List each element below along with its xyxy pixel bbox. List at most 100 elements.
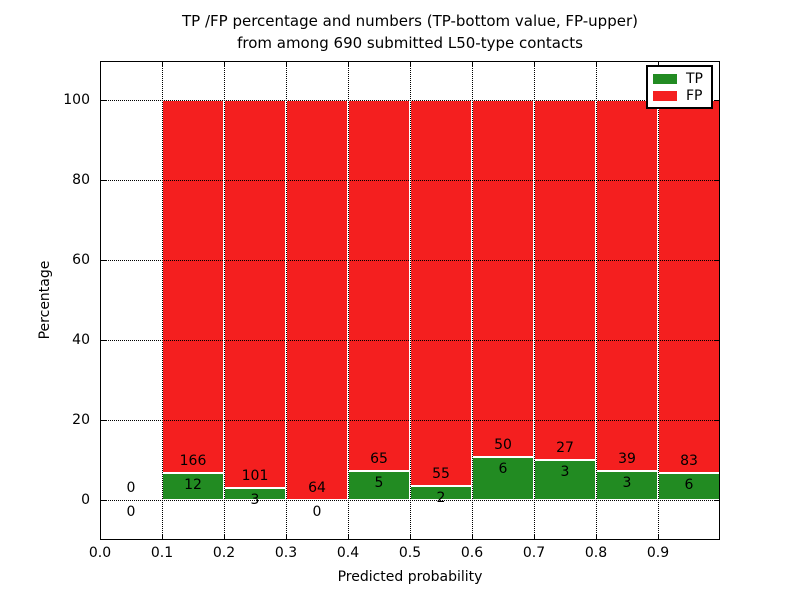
- x-tick-mark: [534, 534, 535, 539]
- y-tick-label: 40: [72, 332, 90, 348]
- bar-segment-fp: [410, 100, 472, 486]
- fp-count-label: 65: [370, 451, 388, 468]
- x-tick-mark: [472, 534, 473, 539]
- tp-count-label: 3: [250, 492, 260, 509]
- x-tick-mark-top: [162, 62, 163, 67]
- fp-count-label: 39: [618, 451, 636, 468]
- fp-count-label: 0: [126, 480, 136, 496]
- fp-count-label: 83: [680, 453, 698, 470]
- x-tick-label: 0.7: [522, 545, 546, 561]
- bar-segment-fp: [534, 100, 596, 460]
- vertical-gridline: [596, 62, 597, 539]
- chart-title-line1: TP /FP percentage and numbers (TP-bottom…: [182, 12, 638, 30]
- x-tick-mark: [286, 534, 287, 539]
- vertical-gridline: [162, 62, 163, 539]
- x-tick-label: 0.9: [646, 545, 670, 561]
- fp-count-label: 27: [556, 440, 574, 456]
- y-tick-mark-right: [714, 420, 719, 421]
- y-tick-label: 100: [63, 92, 90, 108]
- y-tick-label: 20: [72, 412, 90, 428]
- y-tick-mark-right: [714, 260, 719, 261]
- vertical-gridline: [286, 62, 287, 539]
- vertical-gridline: [348, 62, 349, 539]
- x-tick-mark: [162, 534, 163, 539]
- vertical-gridline: [534, 62, 535, 539]
- vertical-gridline: [658, 62, 659, 539]
- bar-segment-tp: [162, 473, 224, 500]
- horizontal-gridline: [101, 260, 719, 261]
- bar-segment-fp: [472, 100, 534, 458]
- y-tick-mark-right: [714, 500, 719, 501]
- y-tick-label: 60: [72, 252, 90, 268]
- x-tick-label: 0.1: [150, 545, 174, 561]
- tp-count-label: 2: [436, 489, 446, 506]
- bar-segment-fp: [658, 100, 719, 474]
- legend: TP FP: [646, 65, 713, 109]
- legend-item-fp: FP: [653, 89, 706, 103]
- tp-legend-label: TP: [686, 70, 703, 87]
- x-tick-mark-top: [286, 62, 287, 67]
- bar-segment-fp: [596, 100, 658, 472]
- vertical-gridline: [472, 62, 473, 539]
- fp-count-label: 166: [179, 453, 207, 470]
- y-tick-mark: [101, 420, 106, 421]
- x-tick-label: 0.4: [336, 545, 360, 561]
- tp-count-label: 6: [684, 477, 694, 494]
- y-axis-label: Percentage: [37, 260, 53, 340]
- tp-count-label: 0: [126, 504, 136, 520]
- vertical-gridline: [224, 62, 225, 539]
- x-tick-mark: [348, 534, 349, 539]
- chart-title: TP /FP percentage and numbers (TP-bottom…: [100, 10, 720, 54]
- horizontal-gridline: [101, 500, 719, 501]
- legend-item-tp: TP: [653, 72, 706, 86]
- horizontal-gridline: [101, 340, 719, 341]
- vertical-gridline: [410, 62, 411, 539]
- tp-count-label: 0: [312, 504, 322, 520]
- x-tick-mark: [410, 534, 411, 539]
- horizontal-gridline: [101, 420, 719, 421]
- x-tick-mark-top: [658, 62, 659, 67]
- y-tick-label: 80: [72, 172, 90, 188]
- y-tick-label: 0: [81, 492, 90, 508]
- y-tick-mark: [101, 260, 106, 261]
- x-tick-mark: [596, 534, 597, 539]
- tp-count-label: 12: [184, 477, 202, 494]
- chart-title-line2: from among 690 submitted L50-type contac…: [237, 34, 583, 52]
- x-axis-label: Predicted probability: [337, 569, 483, 585]
- x-tick-mark: [224, 534, 225, 539]
- y-tick-mark-right: [714, 340, 719, 341]
- fp-legend-label: FP: [686, 87, 703, 104]
- y-tick-mark: [101, 180, 106, 181]
- x-tick-mark-top: [472, 62, 473, 67]
- y-tick-mark: [101, 500, 106, 501]
- bar-segment-fp: [286, 100, 348, 500]
- y-tick-mark-right: [714, 100, 719, 101]
- bar-segment-fp: [224, 100, 286, 489]
- x-tick-mark-top: [596, 62, 597, 67]
- bar-segment-fp: [348, 100, 410, 472]
- y-tick-mark-right: [714, 180, 719, 181]
- x-tick-label: 0.0: [88, 545, 112, 561]
- fp-count-label: 64: [308, 480, 326, 496]
- tp-legend-swatch: [653, 73, 677, 84]
- y-tick-mark: [101, 100, 106, 101]
- plot-area: TP FP 0 0 166 12 101 3 64 0 65 5 55 2 50 6 27 3 39 3 83 6: [100, 61, 720, 540]
- x-tick-label: 0.6: [460, 545, 484, 561]
- tp-count-label: 3: [622, 475, 632, 492]
- fp-count-label: 50: [494, 437, 512, 454]
- x-tick-mark-top: [224, 62, 225, 67]
- x-tick-label: 0.2: [212, 545, 236, 561]
- x-tick-mark-top: [410, 62, 411, 67]
- tp-count-label: 5: [374, 475, 384, 492]
- horizontal-gridline: [101, 100, 719, 101]
- fp-legend-swatch: [653, 90, 677, 101]
- tp-count-label: 3: [560, 464, 570, 480]
- horizontal-gridline: [101, 180, 719, 181]
- x-tick-mark: [658, 534, 659, 539]
- y-tick-mark: [101, 340, 106, 341]
- tp-count-label: 6: [498, 461, 508, 478]
- x-tick-label: 0.8: [584, 545, 608, 561]
- fp-count-label: 101: [241, 468, 269, 485]
- x-tick-label: 0.5: [398, 545, 422, 561]
